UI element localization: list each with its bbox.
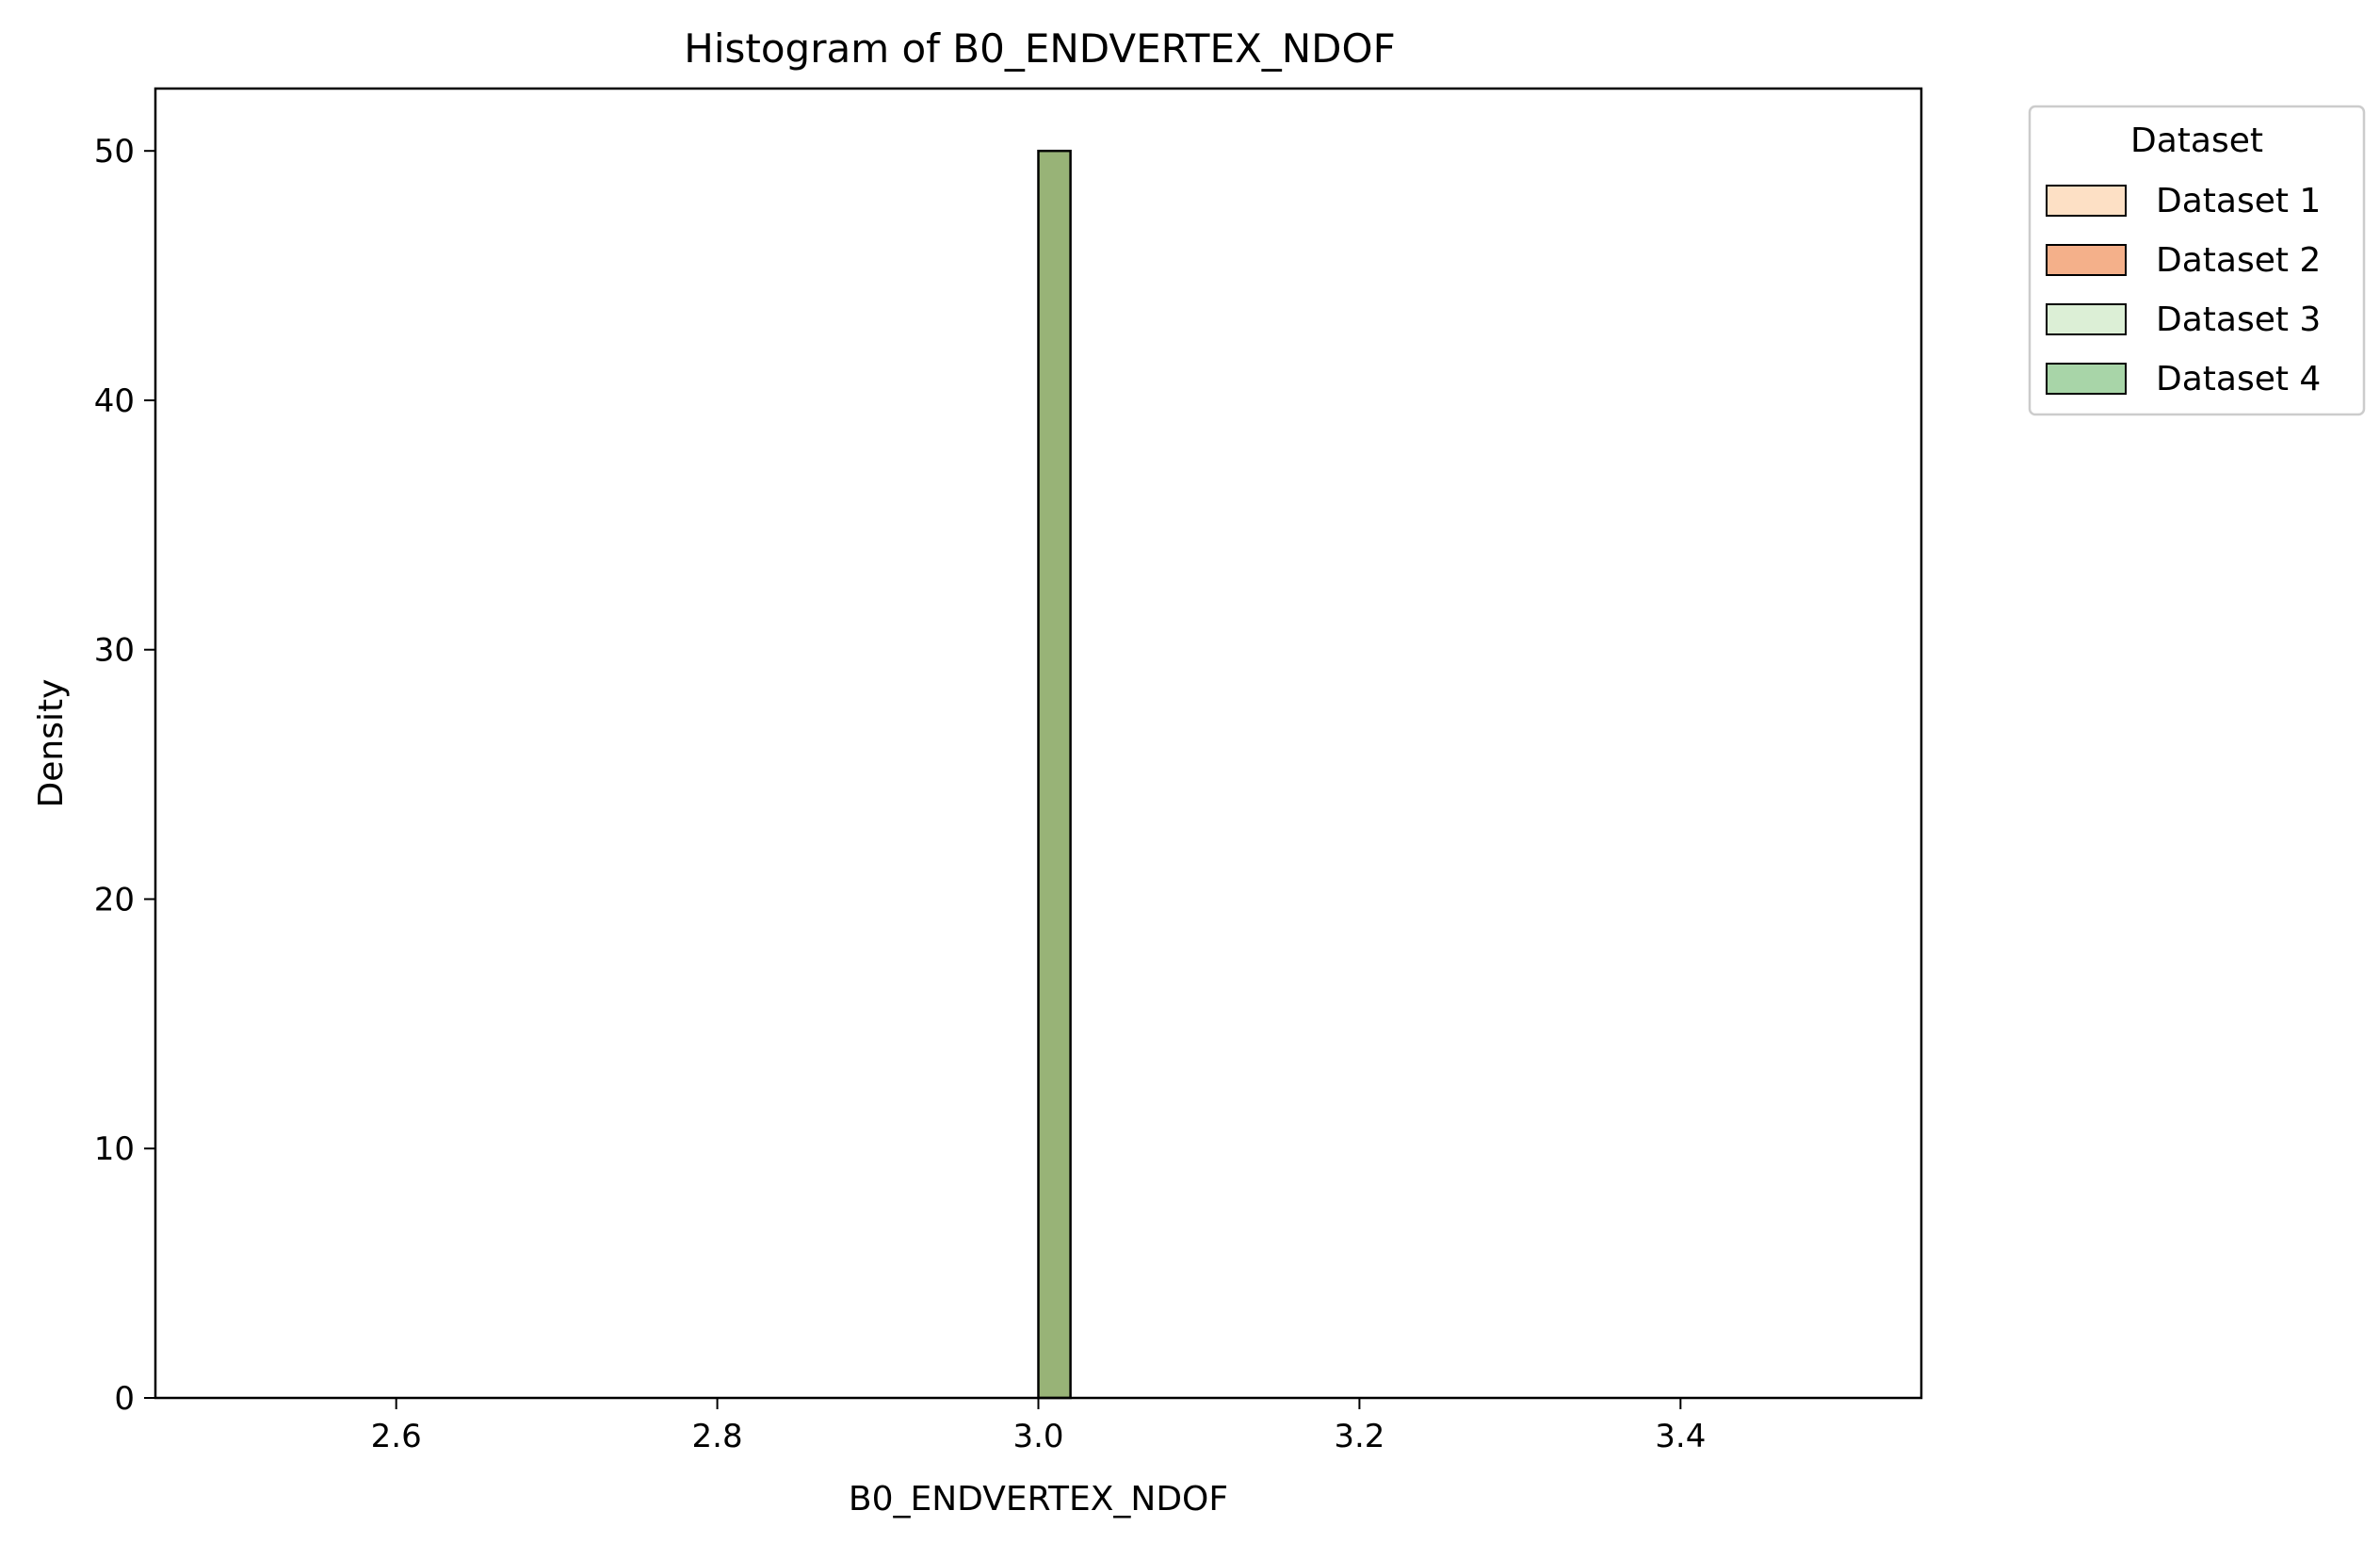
- x-tick-label: 2.6: [371, 1418, 422, 1455]
- y-tick-label: 40: [94, 382, 135, 420]
- legend-swatch: [2046, 244, 2127, 276]
- legend-label: Dataset 4: [2156, 360, 2321, 398]
- legend-swatch: [2046, 363, 2127, 395]
- legend-label: Dataset 1: [2156, 182, 2321, 220]
- y-tick-label: 20: [94, 881, 135, 918]
- legend-box: [2028, 105, 2366, 416]
- legend-swatch: [2046, 185, 2127, 217]
- x-tick-label: 2.8: [692, 1418, 743, 1455]
- x-tick-label: 3.2: [1334, 1418, 1384, 1455]
- y-tick-label: 10: [94, 1130, 135, 1168]
- y-tick-label: 30: [94, 632, 135, 670]
- histogram-bar: [1037, 149, 1072, 1400]
- x-tick-label: 3.4: [1655, 1418, 1706, 1455]
- x-tick-label: 3.0: [1012, 1418, 1063, 1455]
- legend-swatch: [2046, 303, 2127, 335]
- legend-items: Dataset 1 Dataset 2 Dataset 3 Dataset 4: [2046, 182, 2321, 398]
- legend-title: Dataset: [2130, 122, 2263, 160]
- y-tick-label: 0: [114, 1380, 135, 1418]
- legend-label: Dataset 2: [2156, 241, 2321, 280]
- x-axis: 2.6 2.8 3.0 3.2 3.4: [371, 1398, 1706, 1455]
- x-axis-title: B0_ENDVERTEX_NDOF: [849, 1480, 1228, 1519]
- chart-title: Histogram of B0_ENDVERTEX_NDOF: [684, 25, 1396, 72]
- legend-label: Dataset 3: [2156, 300, 2321, 339]
- bars-layer: [1037, 149, 1072, 1400]
- y-tick-label: 50: [94, 133, 135, 171]
- y-axis: 0 10 20 30 40 50: [94, 133, 155, 1418]
- y-axis-title: Density: [32, 679, 71, 808]
